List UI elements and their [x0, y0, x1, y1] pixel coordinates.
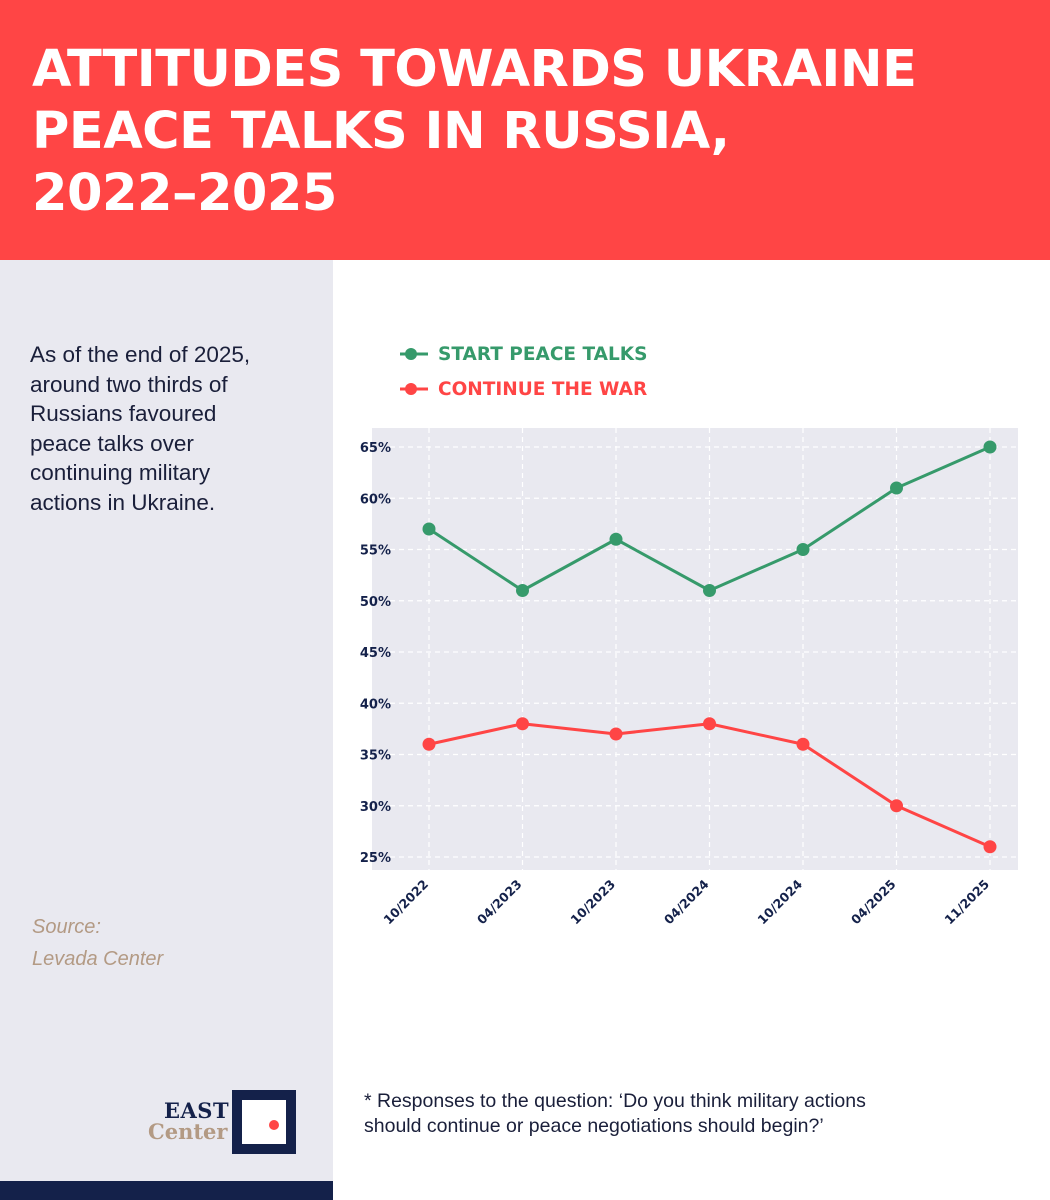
y-tick-label: 35% — [360, 749, 391, 764]
x-tick-label: 04/2024 — [661, 876, 712, 927]
header-banner: ATTITUDES TOWARDS UKRAINE PEACE TALKS IN… — [0, 0, 1050, 260]
y-tick-label: 45% — [360, 646, 391, 661]
data-point-peace-talks — [796, 543, 810, 556]
summary-line: around two thirds of — [30, 371, 228, 397]
y-tick-label: 30% — [360, 800, 391, 815]
footnote: * Responses to the question: ‘Do you thi… — [364, 1089, 866, 1139]
y-tick-label: 25% — [360, 851, 391, 866]
data-point-continue-war — [516, 717, 529, 731]
source-credit: Source: Levada Center — [32, 911, 163, 975]
source-name: Levada Center — [32, 948, 164, 970]
legend-label-peace: START PEACE TALKS — [438, 343, 648, 365]
x-tick-label: 11/2025 — [941, 877, 992, 928]
data-point-peace-talks — [422, 522, 436, 536]
x-tick-label: 04/2025 — [848, 877, 899, 928]
title-line-1: ATTITUDES TOWARDS UKRAINE — [32, 40, 917, 99]
data-point-continue-war — [609, 727, 623, 741]
summary-line: peace talks over — [30, 430, 194, 456]
y-tick-label: 60% — [360, 492, 391, 507]
legend-item-war: CONTINUE THE WAR — [400, 374, 647, 404]
legend-item-peace: START PEACE TALKS — [400, 339, 647, 369]
y-tick-label: 50% — [360, 595, 391, 610]
summary-line: continuing military — [30, 460, 211, 485]
sidebar-bottom-bar — [0, 1181, 333, 1200]
title-line-2: PEACE TALKS IN RUSSIA, — [32, 102, 730, 161]
summary-line: Russians favoured — [30, 401, 217, 426]
data-point-continue-war — [983, 840, 997, 854]
title-line-3: 2022–2025 — [32, 164, 337, 223]
x-tick-label: 10/2024 — [754, 876, 805, 927]
footnote-line: should continue or peace negotiations sh… — [364, 1115, 824, 1137]
data-point-peace-talks — [609, 532, 623, 546]
logo-text-east: EAST — [164, 1098, 230, 1123]
legend-marker-red-icon — [400, 383, 428, 395]
legend-marker-green-icon — [400, 348, 428, 360]
y-tick-label: 55% — [360, 544, 391, 559]
summary-line: As of the end of 2025, — [30, 342, 251, 367]
sidebar-panel — [0, 260, 333, 1200]
summary-text: As of the end of 2025, around two thirds… — [30, 340, 320, 517]
footnote-line: * Responses to the question: ‘Do you thi… — [364, 1090, 866, 1112]
legend-label-war: CONTINUE THE WAR — [438, 378, 648, 400]
data-point-continue-war — [422, 737, 436, 751]
plot-area — [372, 428, 1018, 870]
y-tick-label: 40% — [360, 697, 391, 712]
logo-mark — [232, 1090, 296, 1154]
x-tick-label: 10/2023 — [567, 877, 618, 928]
data-point-continue-war — [796, 737, 810, 751]
logo-inner-square — [242, 1100, 286, 1144]
y-tick-label: 65% — [360, 441, 391, 456]
summary-line: actions in Ukraine. — [30, 489, 216, 515]
data-point-peace-talks — [703, 584, 716, 597]
x-tick-label: 04/2023 — [474, 877, 525, 928]
source-label: Source: — [32, 916, 101, 938]
data-point-peace-talks — [516, 584, 529, 597]
data-point-continue-war — [703, 717, 716, 731]
data-point-continue-war — [890, 799, 903, 813]
data-point-peace-talks — [983, 440, 997, 454]
logo-dot — [269, 1120, 279, 1130]
data-point-peace-talks — [890, 481, 903, 495]
x-tick-label: 10/2022 — [380, 877, 431, 928]
logo-text-center: Center — [148, 1119, 228, 1144]
